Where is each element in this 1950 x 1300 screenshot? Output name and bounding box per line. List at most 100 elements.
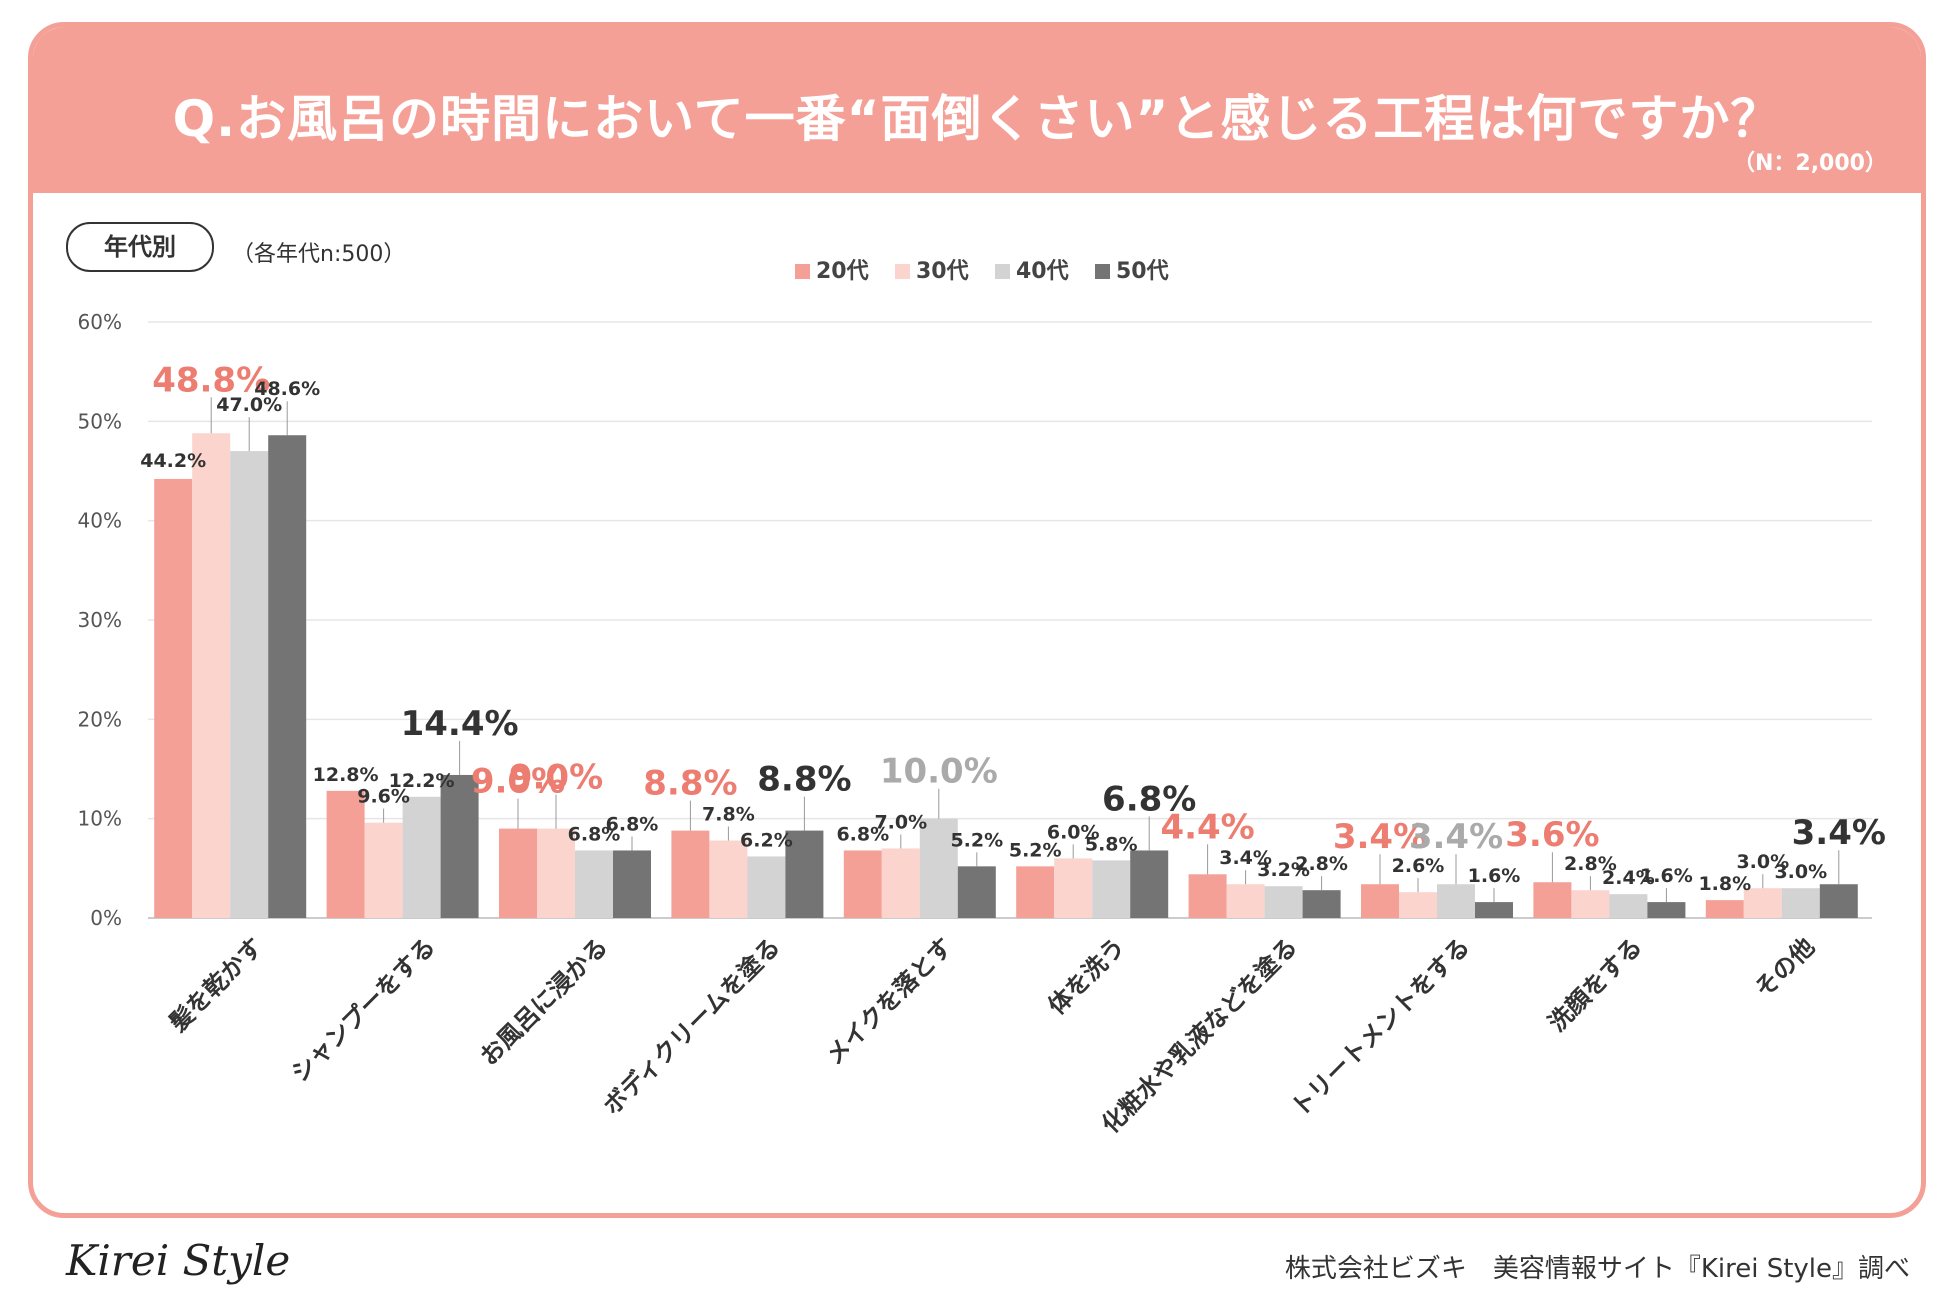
data-label: 5.2% [950,829,1003,851]
bar [1743,888,1782,918]
legend-label: 50代 [1116,259,1169,284]
x-category-label: 洗顔をする [1543,932,1648,1037]
data-label: 2.8% [1295,853,1348,875]
bar [671,830,710,918]
x-category-label: お風呂に浸かる [475,932,614,1071]
legend-label: 20代 [816,259,869,284]
y-tick-label: 30% [78,608,122,632]
data-label: 3.6% [1505,815,1599,855]
bar [919,818,958,918]
bar [1130,850,1169,918]
bar [1302,890,1341,918]
data-label: 1.8% [1698,873,1751,895]
bar [268,435,307,918]
bar [1437,884,1475,918]
x-category-label: 体を洗う [1043,932,1131,1020]
bar [1361,884,1399,918]
bar [1533,882,1572,918]
data-label: 47.0% [216,394,282,416]
data-label: 6.8% [568,823,621,845]
data-label: 2.4% [1602,867,1655,889]
data-label: 7.8% [702,804,755,826]
segment-note: （各年代n:500） [232,242,406,267]
data-label: 10.0% [880,752,998,792]
bar [1092,860,1131,918]
data-label: 8.8% [643,764,737,804]
bar [440,774,479,918]
data-label: 5.8% [1085,833,1138,855]
bar [785,830,824,918]
data-label: 3.4% [1219,847,1272,869]
data-label: 4.4% [1160,807,1254,847]
bar [957,866,996,918]
data-label: 12.2% [389,770,455,792]
bar [881,848,920,918]
data-label: 3.4% [1409,817,1503,857]
y-tick-label: 0% [90,906,122,930]
data-label: 9.0% [509,758,603,798]
y-tick-label: 10% [78,807,122,831]
data-label: 9.0% [471,762,565,802]
chart-title: Q.お風呂の時間において一番“面倒くさい”と感じる工程は何ですか？ [172,90,1782,148]
kirei-style-logo: Kirei Style [66,1236,291,1285]
data-label: 6.8% [1102,779,1196,819]
data-label: 6.2% [740,829,793,851]
bar [1475,902,1513,918]
legend-label: 40代 [1016,259,1069,284]
data-label: 1.6% [1468,865,1521,887]
bar [1571,890,1610,918]
legend-swatch [995,264,1010,279]
data-label: 14.4% [401,704,519,744]
x-category-label: シャンプーをする [286,932,441,1087]
bar [230,451,269,918]
bar [192,433,231,918]
data-label: 3.2% [1257,859,1310,881]
bar [1781,888,1820,918]
x-category-label: 髪を乾かす [163,932,268,1037]
data-label: 6.8% [606,813,659,835]
data-label: 48.6% [254,378,320,400]
bar [402,796,441,918]
bar [709,840,748,918]
data-label: 6.8% [836,823,889,845]
legend-swatch [895,264,910,279]
sample-size: （N：2,000） [1732,151,1887,176]
data-label: 1.6% [1640,865,1693,887]
title-banner: Q.お風呂の時間において一番“面倒くさい”と感じる工程は何ですか？ （N：2,0… [33,27,1921,193]
bar [1819,884,1858,918]
bar [575,850,613,918]
bar [747,856,786,918]
bar [154,478,193,918]
data-label: 2.6% [1392,855,1445,877]
bar [537,828,575,918]
bar [613,850,651,918]
data-label: 7.0% [874,811,927,833]
x-category-label: その他 [1749,932,1820,1003]
bar [1705,900,1744,918]
bar [1647,902,1686,918]
bar [1016,866,1055,918]
data-label: 8.8% [757,760,851,800]
x-category-label: 化粧水や乳液などを塗る [1096,932,1302,1138]
source-credit: 株式会社ビズキ 美容情報サイト『Kirei Style』調べ [1284,1254,1910,1284]
bar [1188,874,1227,918]
bar [1399,892,1437,918]
data-label: 3.0% [1736,851,1789,873]
data-label: 6.0% [1047,821,1100,843]
bar [1054,858,1093,918]
bar [1264,886,1303,918]
legend-swatch [795,264,810,279]
data-label: 9.6% [357,786,410,808]
y-tick-label: 20% [78,707,122,731]
data-label: 3.4% [1333,817,1427,857]
bar [364,822,403,918]
data-label: 44.2% [140,450,206,472]
y-tick-label: 40% [78,509,122,533]
data-label: 3.0% [1774,861,1827,883]
legend-swatch [1095,264,1110,279]
x-category-label: メイクを落とす [820,932,958,1070]
segment-badge: 年代別 [66,222,214,272]
bar [843,850,882,918]
bar [1609,894,1648,918]
